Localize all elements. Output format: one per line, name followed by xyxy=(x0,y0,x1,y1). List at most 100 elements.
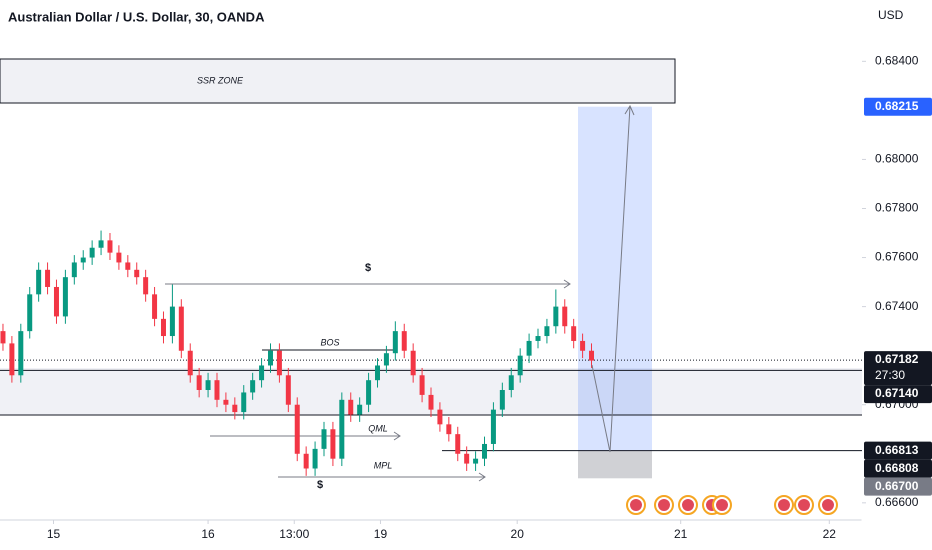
price-tag-label: 0.66808 xyxy=(875,461,919,475)
event-flag xyxy=(716,499,728,511)
candle-body xyxy=(241,392,247,413)
candle-body xyxy=(45,269,51,287)
y-tick-label: 0.67400 xyxy=(875,299,919,313)
event-flag xyxy=(778,499,790,511)
price-tag xyxy=(864,459,932,478)
candle-body xyxy=(562,306,568,327)
candle-body xyxy=(107,240,113,253)
price-tag xyxy=(864,97,932,116)
candle-body xyxy=(357,404,363,415)
event-flag xyxy=(630,499,642,511)
candle-body xyxy=(98,240,104,248)
y-tick-label: 0.68000 xyxy=(875,152,919,166)
candle-body xyxy=(580,340,586,351)
price-tag-label: 0.67182 xyxy=(875,352,919,366)
candle-body xyxy=(526,340,532,356)
qml-arrow-head xyxy=(393,431,401,441)
x-tick-label: 20 xyxy=(511,527,525,541)
candle-body xyxy=(89,247,95,258)
y-tick-label: 0.66600 xyxy=(875,495,919,509)
x-tick-label: 15 xyxy=(47,527,61,541)
event-flag xyxy=(682,499,694,511)
event-flag xyxy=(798,499,810,511)
candle-body xyxy=(285,375,291,405)
candle-body xyxy=(259,365,265,381)
candle-body xyxy=(276,350,282,376)
candle-body xyxy=(178,306,184,351)
mpl-arrow-head xyxy=(478,472,486,482)
projection-head xyxy=(624,104,635,116)
candle-body xyxy=(321,429,327,449)
ssr-zone xyxy=(0,58,676,104)
candle-body xyxy=(312,448,318,469)
candle-body xyxy=(196,375,202,390)
liquidity-arrow-head xyxy=(563,279,571,289)
x-tick-label: 16 xyxy=(201,527,215,541)
candle-body xyxy=(473,458,479,464)
candle-body xyxy=(330,429,336,459)
candle-body xyxy=(267,350,273,366)
liquidity-label-bottom: $ xyxy=(317,479,323,491)
candle-body xyxy=(143,277,149,295)
projection-arrow xyxy=(591,105,631,453)
candle-body xyxy=(294,404,300,454)
x-tick-label: 13:00 xyxy=(279,527,309,541)
liquidity-label: $ xyxy=(365,262,371,274)
candle-body xyxy=(36,269,42,295)
candle-body xyxy=(401,331,407,351)
qml-label: QML xyxy=(368,423,388,433)
candle-body xyxy=(374,365,380,381)
candle-body xyxy=(571,326,577,341)
price-tag xyxy=(864,477,932,496)
candle-body xyxy=(232,404,238,413)
candle-body xyxy=(187,350,193,376)
candle-body xyxy=(446,424,452,435)
candle-body xyxy=(464,453,470,464)
price-tag xyxy=(864,351,932,386)
candle-body xyxy=(125,262,131,270)
price-tag xyxy=(864,385,932,404)
y-tick-label: 0.67600 xyxy=(875,250,919,264)
candle-body xyxy=(27,294,33,332)
candle-body xyxy=(383,353,389,366)
price-tag xyxy=(864,441,932,460)
price-tag-label: 0.66813 xyxy=(875,443,919,457)
currency: USD xyxy=(878,8,904,22)
candle-body xyxy=(490,409,496,444)
candle-body xyxy=(455,434,461,454)
candle-body xyxy=(134,269,140,278)
candle-body xyxy=(348,399,354,415)
candle-body xyxy=(517,355,523,376)
candle-body xyxy=(80,257,86,263)
candle-body xyxy=(214,380,220,400)
candle-body xyxy=(508,375,514,390)
target-area xyxy=(578,106,652,451)
candle-body xyxy=(169,306,175,337)
mpl-label: MPL xyxy=(374,460,393,470)
candle-body xyxy=(160,318,166,337)
event-flag xyxy=(822,499,834,511)
price-tag-label: 0.67140 xyxy=(875,386,919,400)
candle-body xyxy=(9,343,15,376)
bos-label: BOS xyxy=(320,337,339,347)
candle-body xyxy=(18,331,24,376)
candle-body xyxy=(499,390,505,410)
candle-body xyxy=(589,350,595,361)
countdown: 27:30 xyxy=(875,368,905,382)
candle-body xyxy=(53,286,59,317)
candle-body xyxy=(0,331,6,344)
candle-body xyxy=(62,277,68,317)
chart-title: Australian Dollar / U.S. Dollar, 30, OAN… xyxy=(8,9,265,24)
candle-body xyxy=(437,409,443,425)
candle-body xyxy=(303,453,309,469)
candle-body xyxy=(339,399,345,459)
candle-body xyxy=(366,380,372,405)
x-tick-label: 22 xyxy=(823,527,837,541)
y-tick-label: 0.68400 xyxy=(875,53,919,67)
price-tag-label: 0.66700 xyxy=(875,479,919,493)
stop-area xyxy=(578,450,652,479)
event-flag xyxy=(658,499,670,511)
candle-body xyxy=(553,306,559,327)
zone-label: SSR ZONE xyxy=(197,75,244,85)
